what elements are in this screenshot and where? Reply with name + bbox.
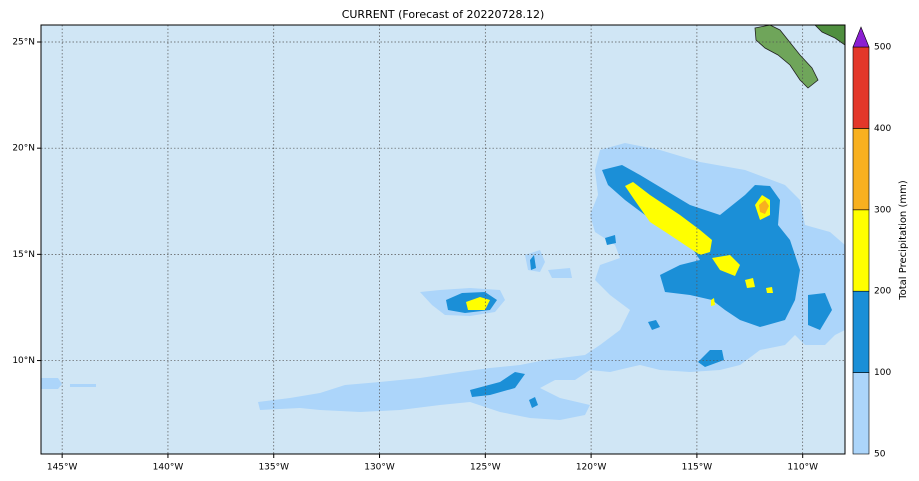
x-tick-label: 115°W [682,463,713,473]
colorbar-tick-label: 500 [874,43,891,53]
x-tick-label: 135°W [258,463,289,473]
x-tick-label: 145°W [47,463,78,473]
colorbar-segment [852,372,870,455]
y-tick-label: 25°N [12,37,35,47]
precip-300-400 [759,200,769,214]
precip-200-300 [466,182,773,310]
colorbar: 50 100 200 300 400 500 [852,26,891,460]
y-tick-label: 20°N [12,144,35,154]
colorbar-tick-label: 300 [874,205,891,215]
x-tick-label: 110°W [787,463,818,473]
map-frame [40,24,846,455]
x-tick-label: 120°W [576,463,607,473]
colorbar-tick-label: 50 [874,450,886,460]
colorbar-segment [852,128,870,211]
colorbar-segment [852,290,870,373]
x-tick-label: 140°W [153,463,184,473]
grid [41,25,845,454]
land-mainland [814,25,845,46]
y-tick-label: 10°N [12,356,35,366]
colorbar-tick-label: 200 [874,287,891,297]
colorbar-label: Total Precipitation (mm) [898,180,909,301]
y-tick-label: 15°N [12,250,35,260]
colorbar-tick-label: 100 [874,368,891,378]
colorbar-extend [852,26,870,48]
map-title: CURRENT (Forecast of 20220728.12) [342,8,545,21]
colorbar-segment [852,46,870,129]
map-area [41,25,845,454]
land-baja [754,25,819,89]
x-tick-label: 125°W [470,463,501,473]
colorbar-tick-label: 400 [874,124,891,134]
colorbar-segment [852,209,870,292]
x-tick-label: 130°W [364,463,395,473]
